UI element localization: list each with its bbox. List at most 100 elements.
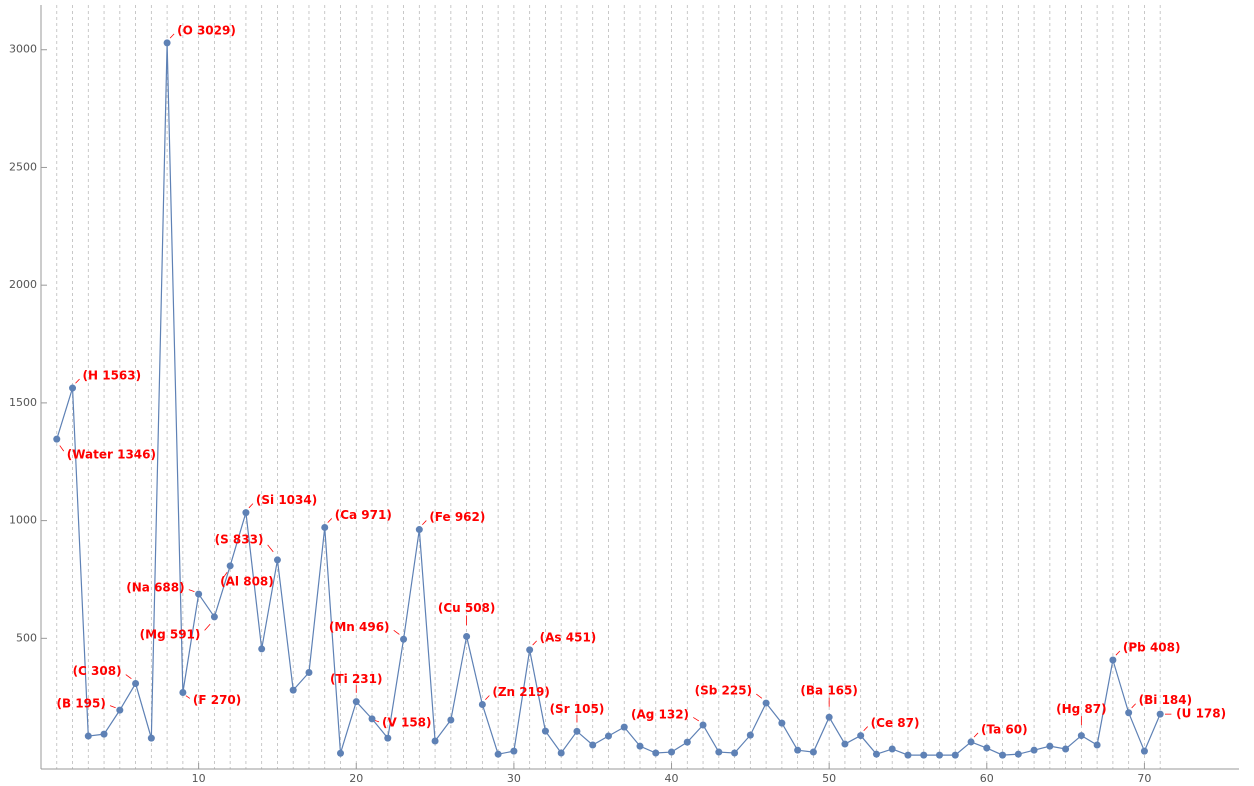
x-tick-label: 40 bbox=[665, 772, 679, 785]
point bbox=[147, 734, 155, 742]
point bbox=[431, 737, 439, 745]
point bbox=[825, 713, 833, 721]
point bbox=[636, 742, 644, 750]
data-label: (Ta 60) bbox=[981, 722, 1028, 736]
data-label: (U 178) bbox=[1176, 707, 1226, 721]
label-leader bbox=[109, 705, 116, 709]
data-label: (Mg 591) bbox=[140, 627, 201, 641]
point bbox=[983, 744, 991, 752]
label-leader bbox=[422, 520, 427, 526]
point bbox=[589, 741, 597, 749]
label-leader bbox=[374, 720, 380, 723]
point bbox=[384, 734, 392, 742]
data-label: (B 195) bbox=[56, 697, 105, 711]
data-label: (Water 1346) bbox=[67, 448, 156, 462]
point bbox=[604, 732, 612, 740]
point bbox=[510, 747, 518, 755]
point bbox=[967, 738, 975, 746]
point bbox=[242, 509, 250, 517]
label-leader bbox=[1115, 650, 1121, 656]
data-label: (H 1563) bbox=[83, 369, 142, 383]
data-label: (Pb 408) bbox=[1123, 640, 1181, 654]
data-label: (Ca 971) bbox=[335, 508, 392, 522]
x-tick-label: 30 bbox=[507, 772, 521, 785]
label-leader bbox=[863, 726, 868, 732]
x-tick-label: 20 bbox=[349, 772, 363, 785]
y-tick-label: 2500 bbox=[9, 160, 37, 173]
data-label: (C 308) bbox=[73, 664, 122, 678]
point bbox=[683, 738, 691, 746]
label-leader bbox=[973, 732, 979, 738]
x-tick-label: 70 bbox=[1137, 772, 1151, 785]
y-tick-label: 3000 bbox=[9, 43, 37, 56]
point bbox=[226, 562, 234, 570]
point bbox=[463, 632, 471, 640]
data-label: (Sb 225) bbox=[695, 684, 752, 698]
point bbox=[762, 699, 770, 707]
label-leader bbox=[267, 544, 274, 553]
point bbox=[920, 751, 928, 759]
point bbox=[668, 748, 676, 756]
point bbox=[494, 750, 502, 758]
label-leader bbox=[693, 717, 700, 722]
point bbox=[305, 668, 313, 676]
label-leader bbox=[756, 693, 763, 699]
data-label: (Ti 231) bbox=[330, 672, 383, 686]
point bbox=[132, 680, 140, 688]
point bbox=[731, 749, 739, 757]
data-label: (V 158) bbox=[382, 715, 431, 729]
label-leader bbox=[204, 623, 211, 631]
point bbox=[210, 613, 218, 621]
data-label: (Ba 165) bbox=[800, 684, 857, 698]
data-label: (Ce 87) bbox=[871, 716, 920, 730]
label-leader bbox=[185, 695, 191, 699]
point bbox=[526, 646, 534, 654]
label-leader bbox=[169, 33, 175, 39]
point bbox=[936, 751, 943, 759]
point bbox=[904, 751, 912, 759]
point bbox=[1156, 710, 1164, 718]
point bbox=[1140, 747, 1148, 755]
data-label: (Na 688) bbox=[126, 581, 184, 595]
point bbox=[415, 526, 423, 534]
data-label: (Al 808) bbox=[220, 574, 274, 588]
x-tick-label: 60 bbox=[980, 772, 994, 785]
data-label: (Si 1034) bbox=[256, 493, 317, 507]
point bbox=[841, 740, 849, 748]
point bbox=[337, 749, 344, 757]
point bbox=[163, 39, 171, 47]
data-label: (F 270) bbox=[193, 693, 241, 707]
point bbox=[699, 721, 707, 729]
point bbox=[857, 732, 865, 740]
point bbox=[872, 750, 880, 758]
point bbox=[447, 716, 455, 724]
data-label: (Zn 219) bbox=[492, 685, 549, 699]
label-leader bbox=[222, 571, 228, 579]
point bbox=[289, 686, 297, 694]
label-leader bbox=[1131, 703, 1136, 709]
point bbox=[888, 745, 896, 753]
label-leader bbox=[532, 640, 537, 646]
point bbox=[258, 645, 266, 653]
data-label: (O 3029) bbox=[177, 23, 236, 37]
point bbox=[53, 435, 61, 443]
point bbox=[1093, 741, 1101, 749]
x-tick-label: 50 bbox=[822, 772, 836, 785]
point bbox=[715, 748, 723, 756]
data-label: (Mn 496) bbox=[329, 620, 390, 634]
data-label: (Hg 87) bbox=[1056, 702, 1106, 716]
point bbox=[321, 523, 329, 531]
point bbox=[1077, 732, 1085, 740]
x-tick-label: 10 bbox=[192, 772, 206, 785]
point bbox=[69, 384, 77, 392]
point bbox=[1062, 745, 1070, 753]
label-leader bbox=[248, 503, 254, 509]
point bbox=[84, 732, 92, 740]
point bbox=[541, 727, 549, 735]
data-label: (Cu 508) bbox=[438, 601, 496, 615]
point bbox=[1014, 750, 1022, 758]
point bbox=[999, 751, 1007, 759]
point bbox=[557, 749, 565, 757]
point bbox=[195, 590, 203, 598]
